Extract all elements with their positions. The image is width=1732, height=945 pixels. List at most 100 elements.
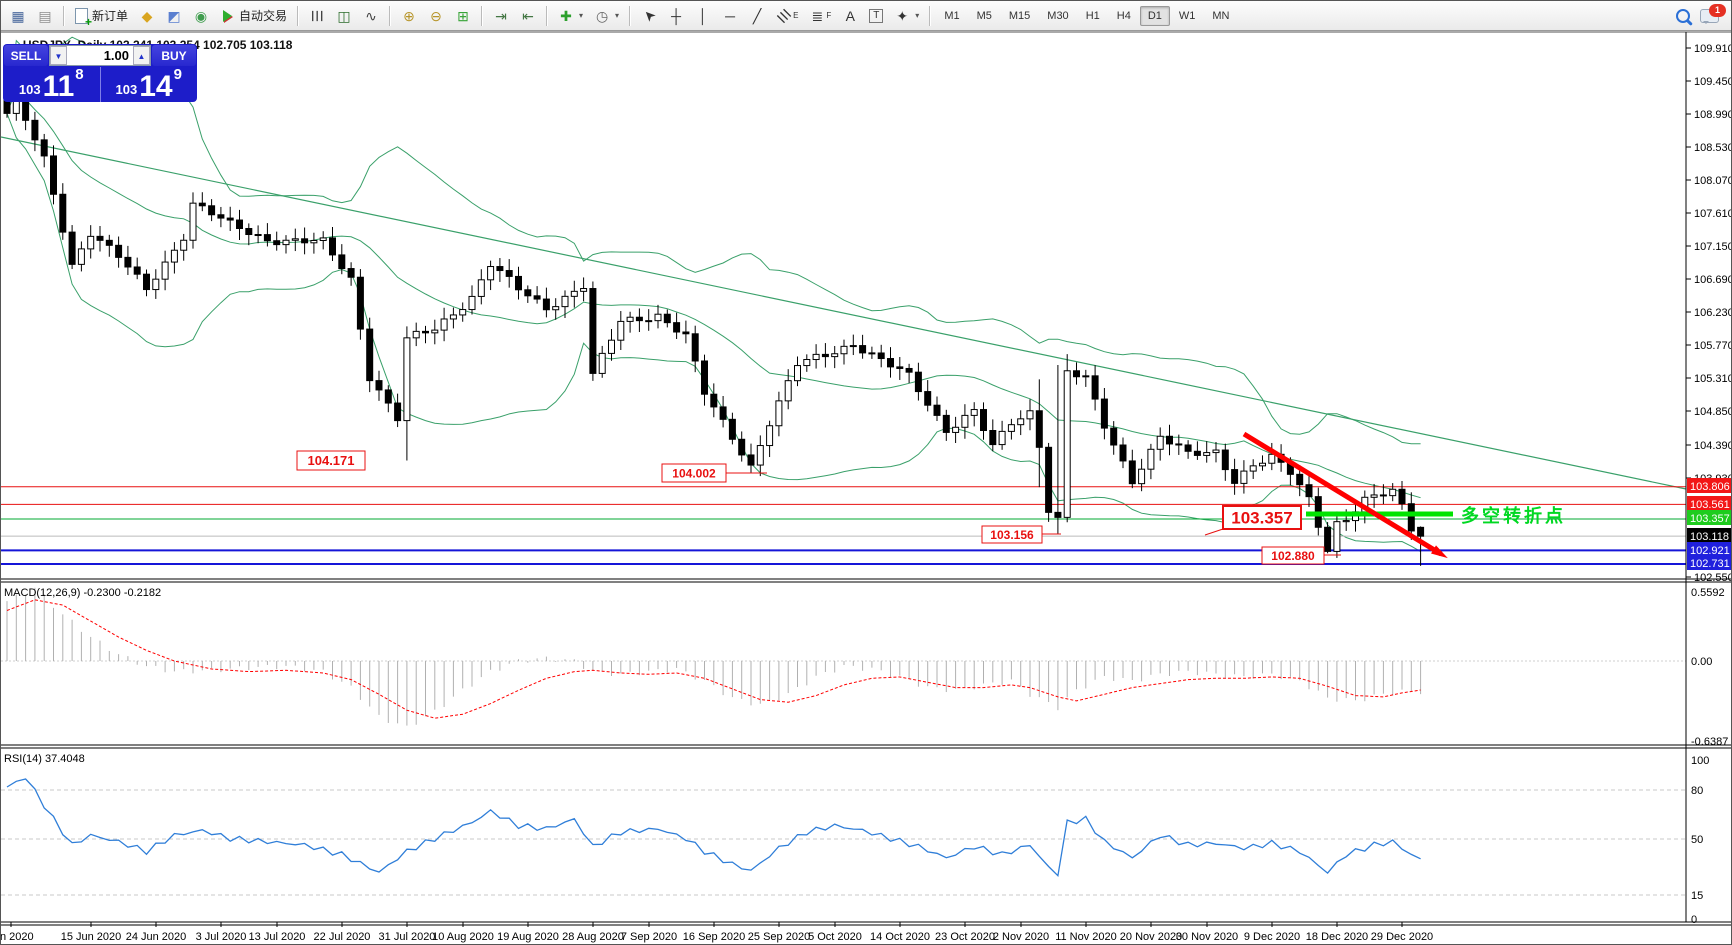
- sell-price-big: 11: [42, 70, 75, 102]
- date-tick-label: 31 Jul 2020: [379, 931, 436, 943]
- date-tick-label: 18 Dec 2020: [1306, 931, 1368, 943]
- auto-scroll-icon: ⇥: [495, 7, 507, 24]
- add-indicator-icon: ✚: [560, 7, 572, 24]
- period-clock-button[interactable]: ◷ ▾: [589, 5, 624, 27]
- fibonacci-button[interactable]: ≣ F: [804, 5, 836, 27]
- toolbar-separator: [629, 5, 632, 26]
- volume-increase-button[interactable]: ▲: [133, 46, 150, 65]
- price-tick-label: 102.550: [1694, 572, 1732, 584]
- autotrading-button[interactable]: 自动交易: [215, 4, 292, 27]
- add-indicator-button[interactable]: ✚ ▾: [553, 5, 588, 27]
- timeframe-m5[interactable]: M5: [976, 9, 992, 22]
- price-badge-103.118: 103.118: [1690, 531, 1729, 543]
- notifications-icon[interactable]: 1: [1700, 3, 1726, 24]
- tile-windows-button[interactable]: ⊞: [450, 5, 476, 27]
- buy-button[interactable]: BUY: [152, 45, 196, 66]
- rsi-axis-label: 50: [1691, 834, 1703, 846]
- date-tick-label: 22 Jul 2020: [314, 931, 371, 943]
- crosshair-button[interactable]: ┼: [663, 5, 689, 27]
- price-tick-label: 108.530: [1694, 142, 1732, 154]
- tile-windows-icon: ⊞: [457, 7, 469, 24]
- arrows-button[interactable]: ✦ ▾: [889, 5, 924, 27]
- new-order-button[interactable]: 新订单: [70, 4, 133, 29]
- sell-price-sup: 8: [75, 66, 84, 83]
- timeframe-h4[interactable]: H4: [1116, 9, 1131, 22]
- sell-price-button[interactable]: 103 11 8: [3, 67, 101, 102]
- date-tick-label: 24 Jun 2020: [126, 931, 187, 943]
- text-icon: A: [845, 7, 855, 24]
- cursor-button[interactable]: ➤: [636, 5, 662, 27]
- price-chart-canvas[interactable]: 104.171 104.002 103.156 103.357 102.880 多空转折点…: [1, 31, 1732, 945]
- dropdown-caret-icon[interactable]: ▾: [915, 11, 920, 20]
- timeframe-w1[interactable]: W1: [1178, 9, 1196, 22]
- buy-price-button[interactable]: 103 14 9: [101, 67, 198, 102]
- price-badge-102.731: 102.731: [1690, 558, 1730, 570]
- new-chart-button[interactable]: ▦: [5, 5, 31, 27]
- crosshair-icon: ┼: [671, 7, 682, 24]
- metaeditor-button[interactable]: ◆: [134, 5, 160, 27]
- search-icon[interactable]: [1676, 8, 1690, 23]
- volume-input[interactable]: [67, 46, 133, 65]
- signals-button[interactable]: ◉: [188, 5, 214, 27]
- new-order-icon: [75, 7, 92, 29]
- zoom-in-button[interactable]: ⊕: [396, 5, 422, 27]
- line-chart-button[interactable]: ∿: [358, 5, 384, 27]
- date-tick-label: 3 Jul 2020: [196, 931, 247, 943]
- channel-button[interactable]: ☰ E: [771, 5, 803, 27]
- price-tick-label: 104.390: [1694, 440, 1732, 452]
- timeframe-m30[interactable]: M30: [1047, 9, 1069, 22]
- date-tick-label: 30 Nov 2020: [1176, 931, 1238, 943]
- timeframe-h1[interactable]: H1: [1085, 9, 1100, 22]
- label-button[interactable]: T: [864, 6, 888, 26]
- date-tick-label: 28 Aug 2020: [562, 931, 624, 943]
- date-tick-label: 9 Dec 2020: [1244, 931, 1300, 943]
- timeframe-mn[interactable]: MN: [1212, 9, 1230, 22]
- autotrading-icon: [223, 9, 233, 22]
- price-label-103.156: 103.156: [990, 528, 1034, 542]
- vertical-line-button[interactable]: │: [690, 5, 716, 27]
- macd-axis-label: 0.5592: [1691, 587, 1725, 599]
- one-click-trading-panel: SELL ▼ ▲ BUY 103 11 8 103 14 9: [3, 44, 197, 102]
- rsi-axis-label: 0: [1691, 914, 1697, 926]
- price-badge-103.357: 103.357: [1690, 513, 1730, 525]
- arrows-icon: ✦: [896, 7, 909, 24]
- price-badge-102.921: 102.921: [1690, 545, 1730, 557]
- toolbar-right-group: 1: [1676, 3, 1729, 24]
- price-tick-label: 106.690: [1694, 274, 1732, 286]
- line-chart-icon: ∿: [365, 7, 377, 24]
- text-button[interactable]: A: [837, 5, 863, 27]
- price-tick-label: 106.230: [1694, 307, 1732, 319]
- date-tick-label: Jun 2020: [1, 931, 34, 943]
- price-tick-label: 108.990: [1694, 109, 1732, 121]
- toolbar-separator: [297, 5, 300, 26]
- date-tick-label: 19 Aug 2020: [497, 931, 559, 943]
- price-tick-label: 107.610: [1694, 208, 1732, 220]
- price-tick-label: 107.150: [1694, 241, 1732, 253]
- date-tick-label: 23 Oct 2020: [935, 931, 995, 943]
- timeframe-m1[interactable]: M1: [944, 9, 960, 22]
- zoom-out-button[interactable]: ⊖: [423, 5, 449, 27]
- horizontal-line-button[interactable]: ─: [717, 5, 743, 27]
- trendline-button[interactable]: ╱: [744, 5, 770, 27]
- price-tick-label: 108.070: [1694, 175, 1732, 187]
- chart-shift-icon: ⇤: [522, 7, 534, 24]
- profiles-button[interactable]: ▤: [32, 5, 58, 27]
- navigator-button[interactable]: ◩: [161, 5, 187, 27]
- date-tick-label: 5 Oct 2020: [808, 931, 862, 943]
- dropdown-caret-icon[interactable]: ▾: [579, 11, 584, 20]
- dropdown-caret-icon[interactable]: ▾: [615, 11, 620, 20]
- chart-shift-button[interactable]: ⇤: [515, 5, 541, 27]
- autotrading-label: 自动交易: [239, 9, 288, 23]
- volume-decrease-button[interactable]: ▼: [50, 46, 67, 65]
- price-label-104.171: 104.171: [308, 453, 355, 468]
- timeframe-d1[interactable]: D1: [1139, 5, 1170, 26]
- auto-scroll-button[interactable]: ⇥: [488, 5, 514, 27]
- bar-chart-button[interactable]: ☰: [304, 5, 330, 27]
- buy-price-sup: 9: [173, 66, 182, 83]
- candlestick-button[interactable]: ◫: [331, 5, 357, 27]
- sell-button[interactable]: SELL: [4, 45, 48, 66]
- timeframe-m15[interactable]: M15: [1008, 9, 1031, 22]
- toolbar-separator: [63, 5, 65, 26]
- price-badge-103.806: 103.806: [1690, 481, 1730, 493]
